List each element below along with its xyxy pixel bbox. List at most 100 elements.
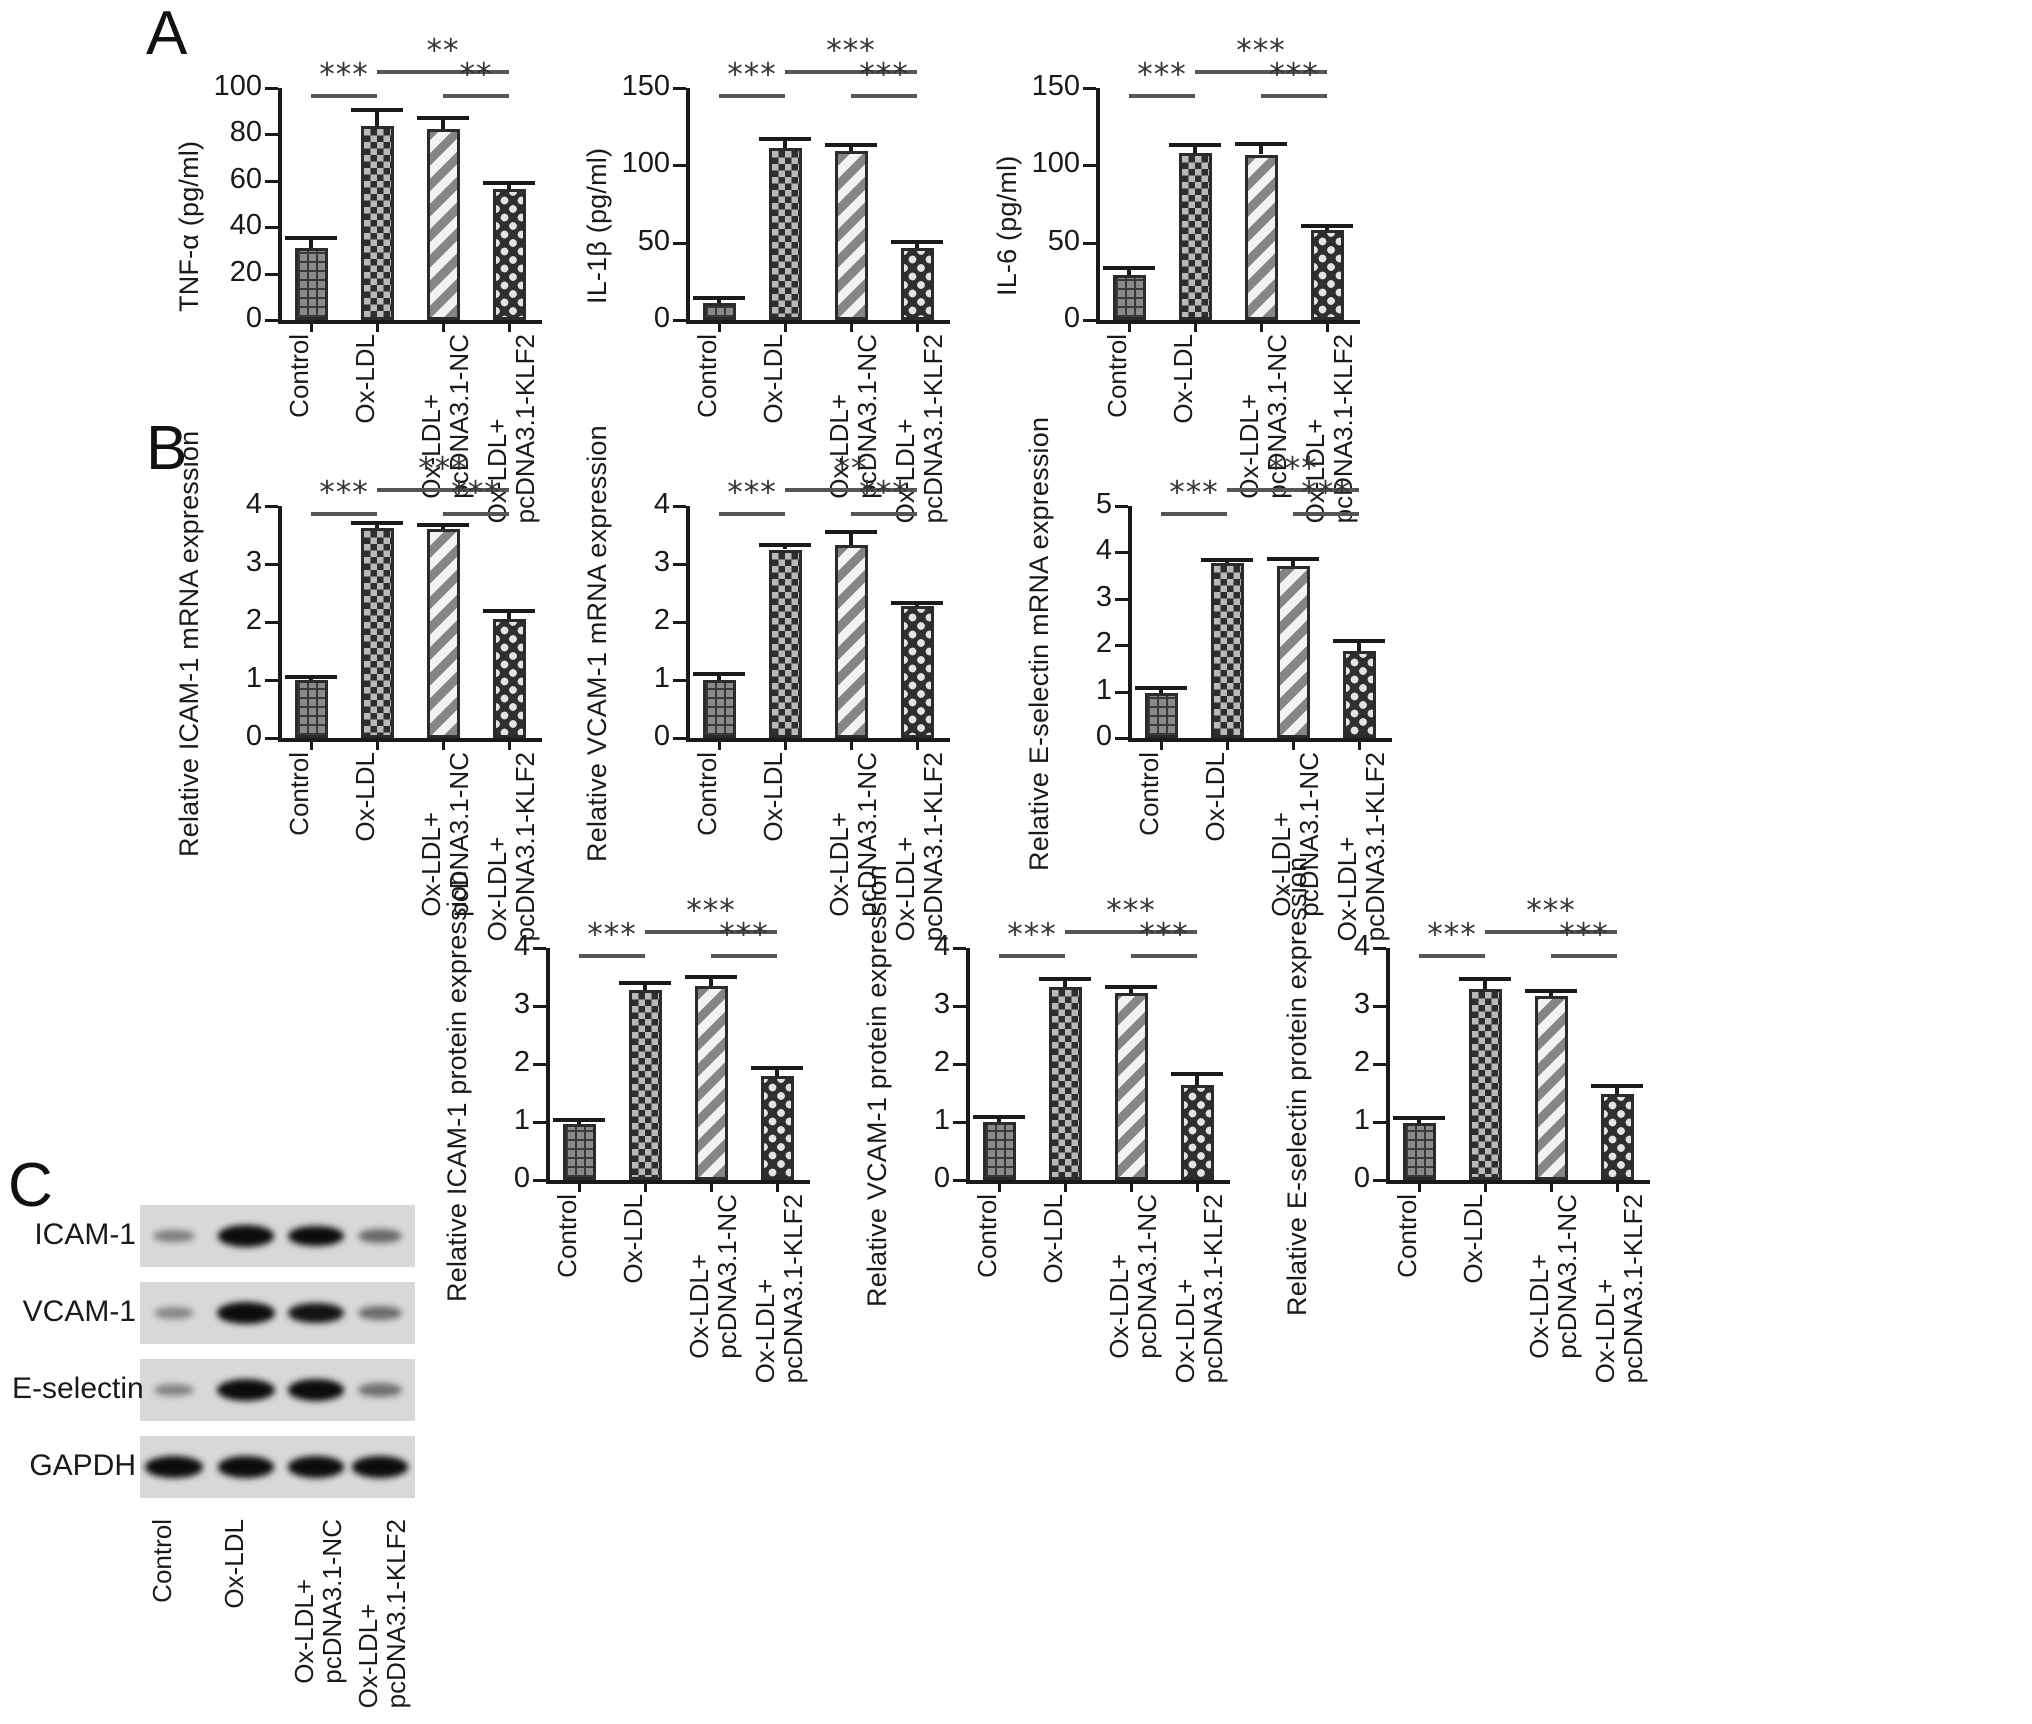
x-axis-tick (1326, 320, 1329, 332)
error-bar-cap (693, 296, 745, 301)
y-axis-tick (673, 241, 686, 245)
error-bar-cap (417, 115, 469, 120)
x-axis-label-control: Control (1102, 334, 1132, 418)
x-axis-tick (784, 738, 787, 750)
significance-line (785, 70, 917, 74)
y-axis-tick (953, 1121, 966, 1124)
y-axis-tick (953, 1179, 966, 1182)
error-bar (507, 608, 511, 620)
x-axis-label-oxldl: Ox-LDL (1168, 334, 1198, 424)
y-axis-tick-label: 0 (1095, 720, 1112, 752)
error-bar-cap (1333, 639, 1385, 644)
x-axis-line (278, 738, 542, 742)
error-bar (709, 975, 713, 986)
significance-line (443, 94, 509, 98)
significance-stars: *** (727, 475, 777, 511)
y-axis-tick-label: 1 (933, 1104, 950, 1136)
x-axis-label-control: Control (552, 1194, 582, 1278)
y-axis-tick-label: 2 (1353, 1046, 1370, 1078)
x-axis-tick (508, 320, 511, 332)
x-axis-label-oxldl: Ox-LDL (1200, 752, 1230, 842)
x-axis-label-oxldl: Ox-LDL (350, 334, 380, 424)
blot-band (153, 1383, 195, 1397)
y-axis-tick-label: 4 (513, 930, 530, 962)
y-axis-tick-label: 1 (653, 662, 670, 694)
error-bar-cap (619, 981, 671, 986)
y-axis-tick (1115, 505, 1128, 508)
error-bar-cap (891, 600, 943, 605)
error-bar-cap (1201, 557, 1253, 562)
y-axis-tick (673, 563, 686, 566)
x-axis-label-control: Control (1134, 752, 1164, 836)
blot-band (153, 1229, 195, 1243)
significance-stars: *** (1269, 57, 1319, 93)
blot-row-label-icam-1: ICAM-1 (34, 1218, 136, 1251)
bar-klf2 (492, 188, 526, 320)
significance-stars: *** (826, 33, 876, 69)
error-bar (849, 142, 853, 152)
y-axis-line (278, 88, 282, 322)
error-bar-cap (973, 1115, 1025, 1120)
y-axis-tick-label: 0 (653, 720, 670, 752)
error-bar-cap (825, 530, 877, 535)
y-axis-tick (533, 1121, 546, 1124)
x-axis-label-control: Control (972, 1194, 1002, 1278)
significance-line (311, 94, 377, 98)
y-axis-tick (1115, 737, 1128, 740)
y-axis-tick (533, 947, 546, 950)
x-axis-tick (442, 320, 445, 332)
x-axis-label-control: Control (692, 334, 722, 418)
blot-band (145, 1456, 203, 1478)
x-axis-label-klf2: Ox-LDL+ pcDNA3.1-KLF2 (1170, 1194, 1229, 1384)
y-axis-tick (265, 679, 278, 682)
y-axis-tick-label: 0 (933, 1162, 950, 1194)
significance-stars: *** (719, 917, 769, 953)
blot-lane-label-2: Ox-LDL+ pcDNA3.1-NC (289, 1519, 348, 1684)
significance-line (443, 512, 509, 516)
error-bar-cap (1171, 1072, 1223, 1077)
chart-icam1-protein: Relative ICAM-1 protein expression 0 1 2 3 4 C… (428, 870, 828, 1383)
x-axis-tick (784, 320, 787, 332)
x-axis-tick (718, 320, 721, 332)
blot-band (217, 1456, 275, 1478)
blot-lane-label-0: Control (147, 1519, 177, 1603)
y-axis-line (546, 948, 550, 1182)
y-axis-tick (673, 164, 686, 168)
blot-row-label-gapdh: GAPDH (29, 1449, 136, 1482)
error-bar-cap (553, 1117, 605, 1122)
bar-oxldl (1468, 988, 1502, 1180)
x-axis-tick (1064, 1180, 1067, 1192)
y-axis-tick-label: 0 (1063, 302, 1080, 334)
blot-band (153, 1306, 195, 1320)
y-axis-title: Relative VCAM-1 mRNA expression (582, 425, 612, 863)
y-axis-line (686, 506, 690, 740)
bar-control (1112, 275, 1146, 320)
y-axis-tick-label: 0 (245, 720, 262, 752)
y-axis-tick-label: 5 (1095, 488, 1112, 520)
x-axis-tick (916, 738, 919, 750)
y-axis-tick-label: 20 (229, 255, 262, 288)
blot-band (287, 1456, 345, 1478)
y-axis-tick (1373, 1121, 1386, 1124)
y-axis-tick (265, 621, 278, 624)
significance-stars: *** (1139, 917, 1189, 953)
x-axis-tick (310, 738, 313, 750)
significance-line (1131, 954, 1197, 958)
bar-nc (834, 151, 868, 320)
error-bar (783, 136, 787, 149)
blot-strip-vcam-1 (140, 1282, 415, 1344)
bar-klf2 (1310, 229, 1344, 320)
y-axis-tick (673, 87, 686, 90)
error-bar (915, 239, 919, 249)
error-bar (1291, 557, 1295, 567)
bar-control (982, 1122, 1016, 1180)
error-bar (1483, 977, 1487, 989)
error-bar-cap (351, 521, 403, 526)
significance-line (377, 488, 509, 492)
y-axis-tick (533, 1063, 546, 1066)
y-axis-tick (1115, 551, 1128, 555)
x-axis-label-nc: Ox-LDL+ pcDNA3.1-NC (1104, 1194, 1163, 1359)
error-bar-cap (1591, 1083, 1643, 1088)
y-axis-tick (1083, 319, 1096, 322)
x-axis-tick (1194, 320, 1197, 332)
